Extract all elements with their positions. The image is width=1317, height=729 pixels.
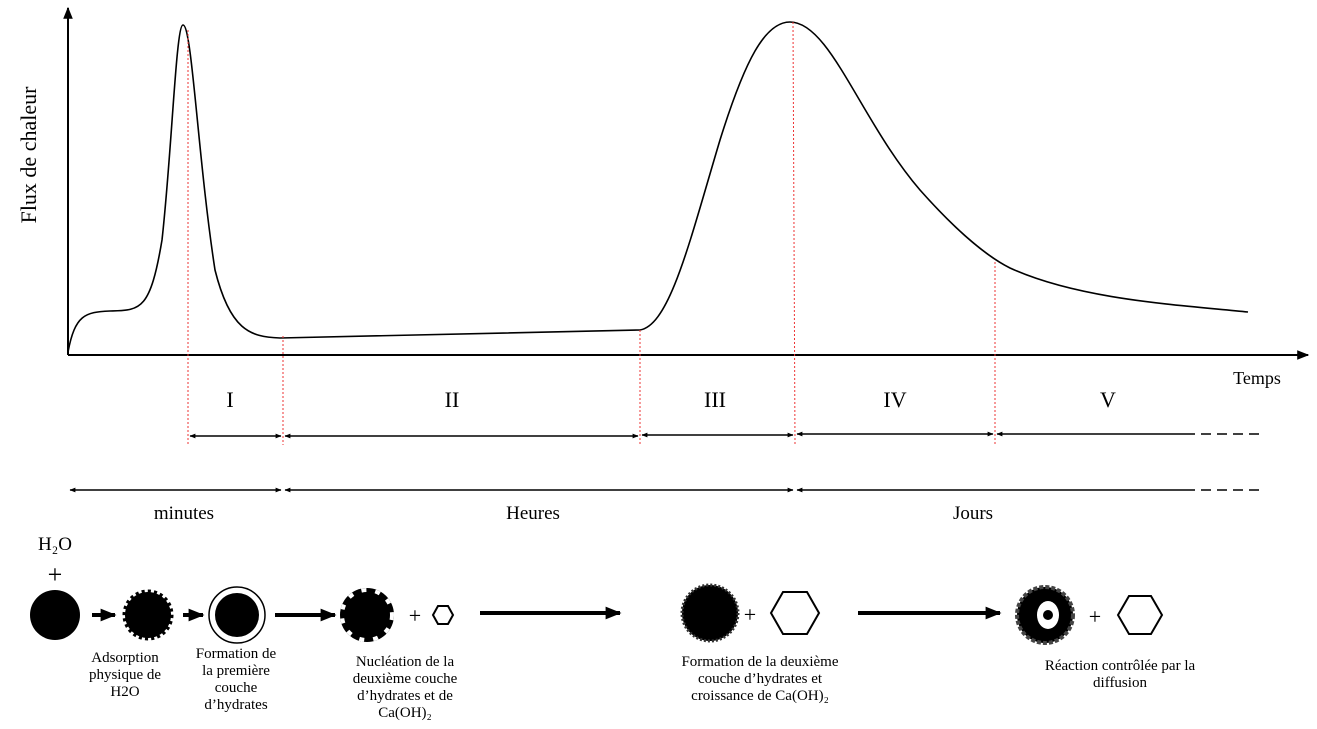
- period-label: II: [445, 387, 460, 412]
- time-scale-label: Jours: [953, 503, 993, 524]
- plus-sign: +: [1089, 604, 1101, 629]
- plus-sign: +: [744, 602, 756, 627]
- caption-line: physique de: [89, 667, 161, 683]
- period-label: I: [226, 387, 233, 412]
- period-label: V: [1100, 387, 1116, 412]
- hexagon: [769, 591, 821, 635]
- period-label: III: [704, 387, 726, 412]
- cement-grain: [30, 590, 80, 640]
- plus-sign: +: [48, 560, 63, 589]
- heat-flow-curve: [67, 21, 1249, 353]
- period-separators: [187, 21, 996, 446]
- caption-line: couche: [215, 680, 258, 696]
- core-center: [1043, 610, 1053, 620]
- caption-line: H2O: [110, 684, 139, 700]
- caption-line: d’hydrates: [204, 697, 267, 713]
- time-scale-label: minutes: [154, 503, 214, 524]
- period-arrows: [69, 431, 1260, 493]
- grain-nucleation: [340, 588, 394, 642]
- caption-line: Ca(OH)₂: [378, 705, 432, 721]
- caption-line: d’hydrates et de: [357, 688, 453, 704]
- caption-line: croissance de Ca(OH)₂: [691, 688, 829, 704]
- water-label: H₂O: [38, 534, 72, 555]
- period-label: IV: [883, 387, 906, 412]
- caption-line: Adsorption: [91, 650, 159, 666]
- grain-coated: [215, 593, 259, 637]
- time-scale-label: Heures: [506, 503, 560, 524]
- x-axis-label: Temps: [1233, 368, 1281, 388]
- caption-line: la première: [202, 663, 270, 679]
- plus-sign: +: [409, 603, 421, 628]
- hexagon: [1116, 595, 1164, 635]
- caption-line: couche d’hydrates et: [698, 671, 823, 687]
- caption-line: deuxième couche: [353, 671, 458, 687]
- hexagon: [431, 605, 455, 625]
- caption-line: Nucléation de la: [356, 654, 455, 670]
- caption-line: Formation de la deuxième: [681, 654, 838, 670]
- grain-adsorbed: [122, 589, 174, 641]
- nuclei: [340, 588, 394, 642]
- grain-growth: [680, 583, 740, 643]
- caption-line: Réaction contrôlée par la: [1045, 658, 1196, 674]
- caption-line: diffusion: [1093, 675, 1147, 691]
- y-axis-label: Flux de chaleur: [16, 86, 41, 224]
- caption-line: Formation de: [196, 646, 277, 662]
